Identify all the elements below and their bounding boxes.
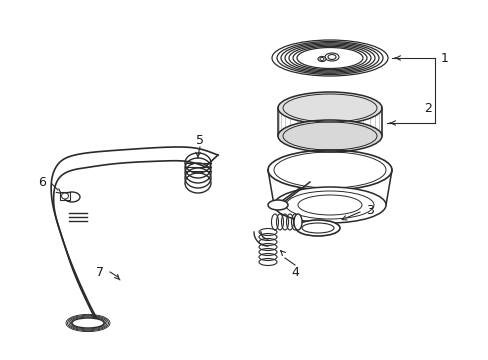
Ellipse shape [317, 57, 325, 62]
Text: 3: 3 [366, 203, 373, 216]
Text: 1: 1 [440, 51, 448, 64]
Ellipse shape [273, 187, 385, 223]
Ellipse shape [267, 200, 287, 210]
Ellipse shape [268, 37, 390, 79]
Text: 2: 2 [423, 102, 431, 114]
Ellipse shape [295, 220, 339, 236]
Text: 6: 6 [38, 175, 46, 189]
Ellipse shape [61, 193, 68, 199]
Ellipse shape [325, 53, 338, 61]
Ellipse shape [72, 318, 104, 328]
Ellipse shape [64, 192, 80, 202]
Ellipse shape [293, 214, 302, 230]
Ellipse shape [265, 148, 393, 192]
Text: 4: 4 [290, 266, 298, 279]
Ellipse shape [278, 120, 381, 152]
Text: 5: 5 [196, 134, 203, 147]
Ellipse shape [278, 92, 381, 124]
Text: 7: 7 [96, 266, 104, 279]
